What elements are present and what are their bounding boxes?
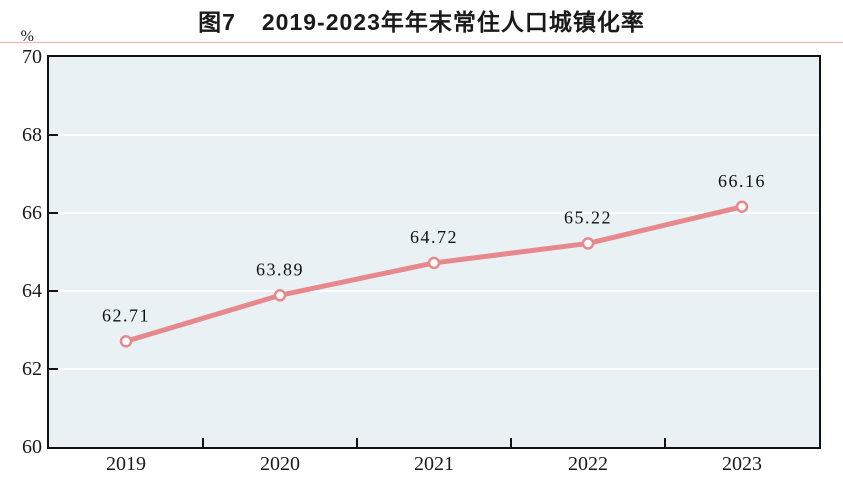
- x-axis-tick-label: 2021: [414, 453, 454, 475]
- data-point-marker: [427, 256, 441, 270]
- plot-area: 62.71 63.89 64.72 65.22 66.16: [47, 55, 821, 449]
- data-point-marker: [581, 237, 595, 250]
- data-point-label: 64.72: [410, 227, 458, 247]
- data-point-label: 63.89: [256, 259, 304, 279]
- x-axis-tick-label: 2022: [568, 453, 608, 475]
- y-axis-tick-label: 68: [22, 124, 42, 146]
- y-axis-tick-label: 60: [22, 436, 42, 458]
- x-axis-tick-label: 2020: [260, 453, 300, 475]
- title-underline: [0, 42, 843, 43]
- data-point-label: 65.22: [564, 207, 612, 227]
- x-axis-tick-label: 2019: [106, 453, 146, 475]
- data-point-label: 62.71: [102, 305, 150, 325]
- y-axis-tick-label: 66: [22, 202, 42, 224]
- y-axis-tick-label: 62: [22, 358, 42, 380]
- chart-title: 2019-2023年年末常住人口城镇化率: [261, 9, 645, 35]
- figure-number-label: 图7: [198, 9, 236, 35]
- y-axis-unit-label: %: [20, 28, 34, 45]
- data-point-marker: [273, 289, 287, 302]
- data-point-marker: [119, 335, 133, 348]
- chart-svg: 62.71 63.89 64.72 65.22 66.16: [49, 134, 819, 447]
- y-axis-tick-label: 64: [22, 280, 42, 302]
- data-point-marker: [735, 200, 749, 214]
- x-axis-tick-label: 2023: [722, 453, 762, 475]
- chart-title-row: 图7 2019-2023年年末常住人口城镇化率: [0, 5, 843, 35]
- y-axis-tick-label: 70: [22, 46, 42, 68]
- data-point-label: 66.16: [718, 171, 766, 191]
